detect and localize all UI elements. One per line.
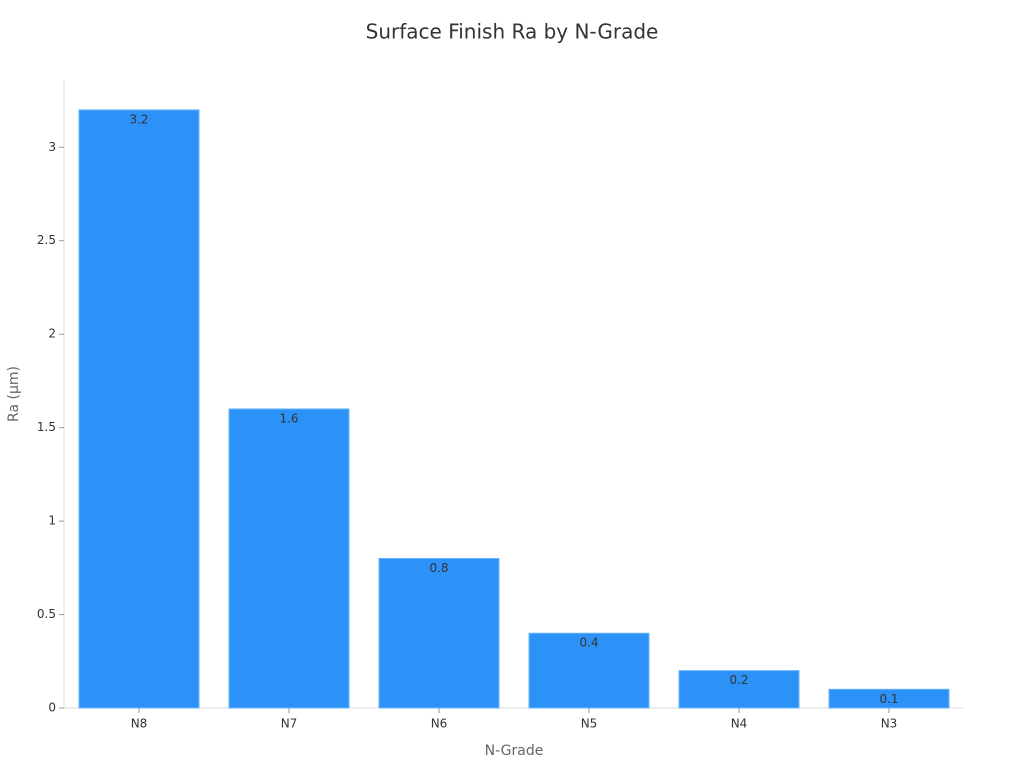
y-axis-title: Ra (μm) (6, 366, 22, 422)
y-tick-label: 1.5 (37, 420, 56, 434)
x-tick-label: N5 (581, 717, 598, 731)
x-tick-label: N7 (281, 717, 298, 731)
y-tick-label: 0 (48, 701, 56, 715)
y-tick-label: 1 (48, 514, 56, 528)
data-label: 1.6 (279, 411, 298, 425)
bar (678, 670, 800, 709)
data-label: 0.4 (579, 636, 598, 650)
y-tick-label: 3 (48, 140, 56, 154)
y-tick-label: 2 (48, 327, 56, 341)
y-tick-label: 0.5 (37, 607, 56, 621)
x-tick-label: N6 (431, 717, 448, 731)
data-label: 0.1 (879, 692, 898, 706)
y-tick-label: 2.5 (37, 233, 56, 247)
bar (828, 688, 950, 709)
bar (528, 632, 650, 709)
x-tick-label: N8 (131, 717, 148, 731)
x-tick-label: N3 (881, 717, 898, 731)
bar (228, 408, 350, 709)
data-label: 3.2 (129, 112, 148, 126)
chart-title: Surface Finish Ra by N-Grade (366, 20, 659, 44)
x-axis-title: N-Grade (485, 743, 544, 759)
x-tick-label: N4 (731, 717, 748, 731)
bar (378, 557, 500, 709)
data-label: 0.2 (729, 673, 748, 687)
data-label: 0.8 (429, 561, 448, 575)
bar (78, 109, 200, 709)
